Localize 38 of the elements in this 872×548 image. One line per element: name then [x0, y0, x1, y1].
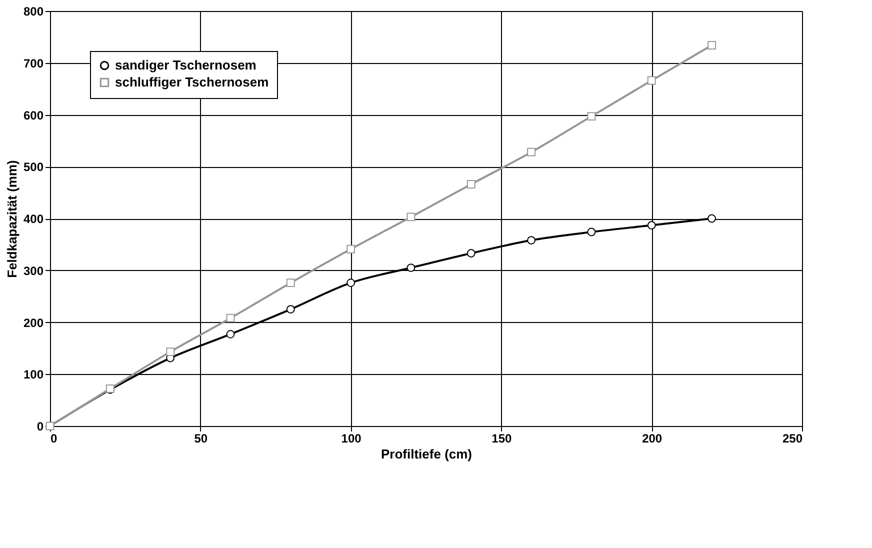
point [226, 330, 235, 338]
point [587, 112, 596, 121]
point [346, 278, 356, 288]
point [466, 180, 476, 188]
point [647, 221, 656, 230]
y-tick-label: 500 [23, 160, 44, 174]
point [647, 76, 656, 85]
y-tick-label: 600 [23, 108, 44, 122]
point [587, 228, 596, 236]
point [406, 264, 416, 272]
y-tick-label: 100 [23, 368, 44, 382]
point [466, 249, 476, 258]
legend-label: schluffiger Tschernosem [115, 74, 269, 90]
point [166, 348, 175, 356]
x-tick-label: 250 [782, 432, 803, 446]
point [226, 314, 235, 322]
y-tick-label: 200 [23, 316, 44, 330]
point [286, 278, 295, 288]
x-tick-label: 50 [194, 432, 208, 446]
x-tick-label: 150 [492, 432, 512, 446]
y-tick-label: 300 [23, 264, 44, 278]
y-tick-label: 800 [23, 4, 44, 18]
x-tick-label: 0 [50, 432, 58, 446]
y-axis-title: Feldkapazität (mm) [4, 160, 20, 278]
point [708, 214, 716, 223]
point [527, 236, 536, 244]
x-tick-label: 100 [341, 432, 362, 446]
point [346, 244, 356, 254]
point [406, 212, 416, 222]
x-tick-label: 200 [642, 432, 662, 446]
point [527, 148, 536, 156]
legend-label: sandiger Tschernosem [115, 58, 256, 72]
point [286, 305, 295, 314]
y-tick-label: 400 [23, 212, 44, 226]
y-tick-label: 0 [36, 420, 44, 434]
point [708, 41, 716, 50]
x-axis-title: Profiltiefe (cm) [380, 446, 472, 462]
y-tick-label: 700 [23, 56, 44, 70]
